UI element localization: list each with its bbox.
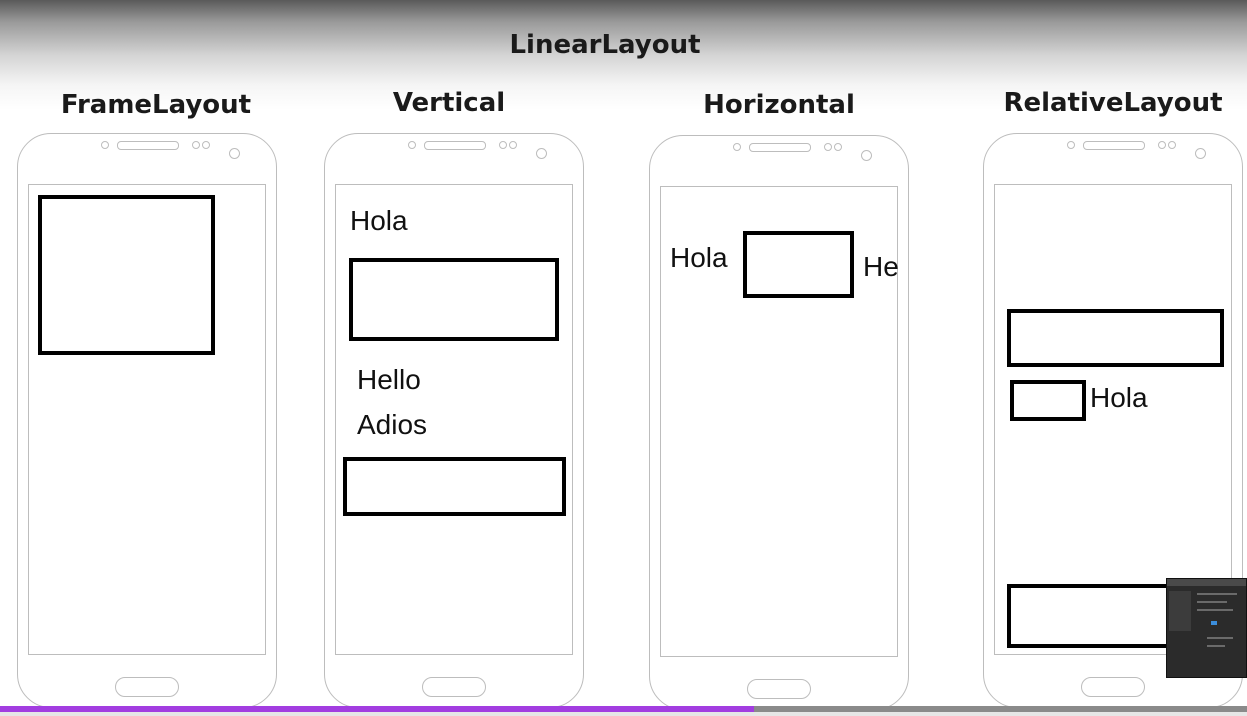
column-title-horizontal: Horizontal bbox=[703, 90, 855, 120]
relative-box-small bbox=[1010, 380, 1086, 421]
sensor-icon bbox=[202, 141, 210, 149]
thumbnail-line bbox=[1197, 593, 1237, 595]
phone-screen bbox=[28, 184, 266, 655]
thumbnail-sidebar bbox=[1169, 591, 1191, 631]
thumbnail-accent bbox=[1211, 621, 1217, 625]
vertical-label-adios: Adios bbox=[357, 409, 428, 440]
home-button-icon bbox=[1081, 677, 1145, 697]
home-button-icon bbox=[422, 677, 486, 697]
horizontal-label-hola: Hola bbox=[670, 242, 728, 273]
camera-icon bbox=[1195, 148, 1206, 159]
home-button-icon bbox=[747, 679, 811, 699]
camera-icon bbox=[861, 150, 872, 161]
column-title-vertical: Vertical bbox=[392, 88, 506, 118]
column-title-relativelayout: RelativeLayout bbox=[1003, 88, 1223, 118]
speaker-icon bbox=[117, 141, 179, 150]
sensor-icon bbox=[824, 143, 832, 151]
sensor-icon bbox=[192, 141, 200, 149]
thumbnail-line bbox=[1207, 637, 1233, 639]
camera-icon bbox=[229, 148, 240, 159]
progress-fill bbox=[0, 706, 755, 712]
thumbnail-toolbar bbox=[1167, 579, 1246, 586]
vertical-box-1 bbox=[349, 258, 559, 341]
relative-box-top bbox=[1007, 309, 1224, 367]
sensor-icon bbox=[101, 141, 109, 149]
video-progress-bar[interactable] bbox=[0, 706, 1247, 716]
relative-box-bottom bbox=[1007, 584, 1177, 648]
column-title-framelayout: FrameLayout bbox=[60, 90, 252, 120]
vertical-label-hello: Hello bbox=[357, 364, 421, 395]
phone-vertical: Hola Hello Adios bbox=[324, 133, 584, 708]
phone-screen: Hola bbox=[994, 184, 1232, 655]
thumbnail-line bbox=[1197, 609, 1233, 611]
camera-icon bbox=[536, 148, 547, 159]
vertical-box-2 bbox=[343, 457, 566, 516]
sensor-icon bbox=[1067, 141, 1075, 149]
speaker-icon bbox=[749, 143, 811, 152]
phone-screen: Hola Hello Adios bbox=[335, 184, 573, 655]
slide-title: LinearLayout bbox=[509, 30, 701, 60]
sensor-icon bbox=[499, 141, 507, 149]
horizontal-box bbox=[743, 231, 854, 298]
frame-view-box bbox=[38, 195, 215, 355]
sensor-icon bbox=[834, 143, 842, 151]
picture-in-picture-thumbnail[interactable] bbox=[1166, 578, 1247, 678]
phone-relativelayout: Hola bbox=[983, 133, 1243, 708]
relative-label-hola: Hola bbox=[1090, 382, 1148, 413]
sensor-icon bbox=[1168, 141, 1176, 149]
sensor-icon bbox=[1158, 141, 1166, 149]
thumbnail-line bbox=[1207, 645, 1225, 647]
speaker-icon bbox=[1083, 141, 1145, 150]
sensor-icon bbox=[408, 141, 416, 149]
phone-framelayout bbox=[17, 133, 277, 708]
speaker-icon bbox=[424, 141, 486, 150]
home-button-icon bbox=[115, 677, 179, 697]
thumbnail-line bbox=[1197, 601, 1227, 603]
phone-horizontal: Hola He bbox=[649, 135, 909, 710]
sensor-icon bbox=[733, 143, 741, 151]
vertical-label-hola: Hola bbox=[350, 205, 408, 236]
horizontal-label-he: He bbox=[863, 251, 899, 282]
sensor-icon bbox=[509, 141, 517, 149]
phone-screen: Hola He bbox=[660, 186, 899, 657]
slide-header-shade bbox=[0, 0, 1247, 110]
